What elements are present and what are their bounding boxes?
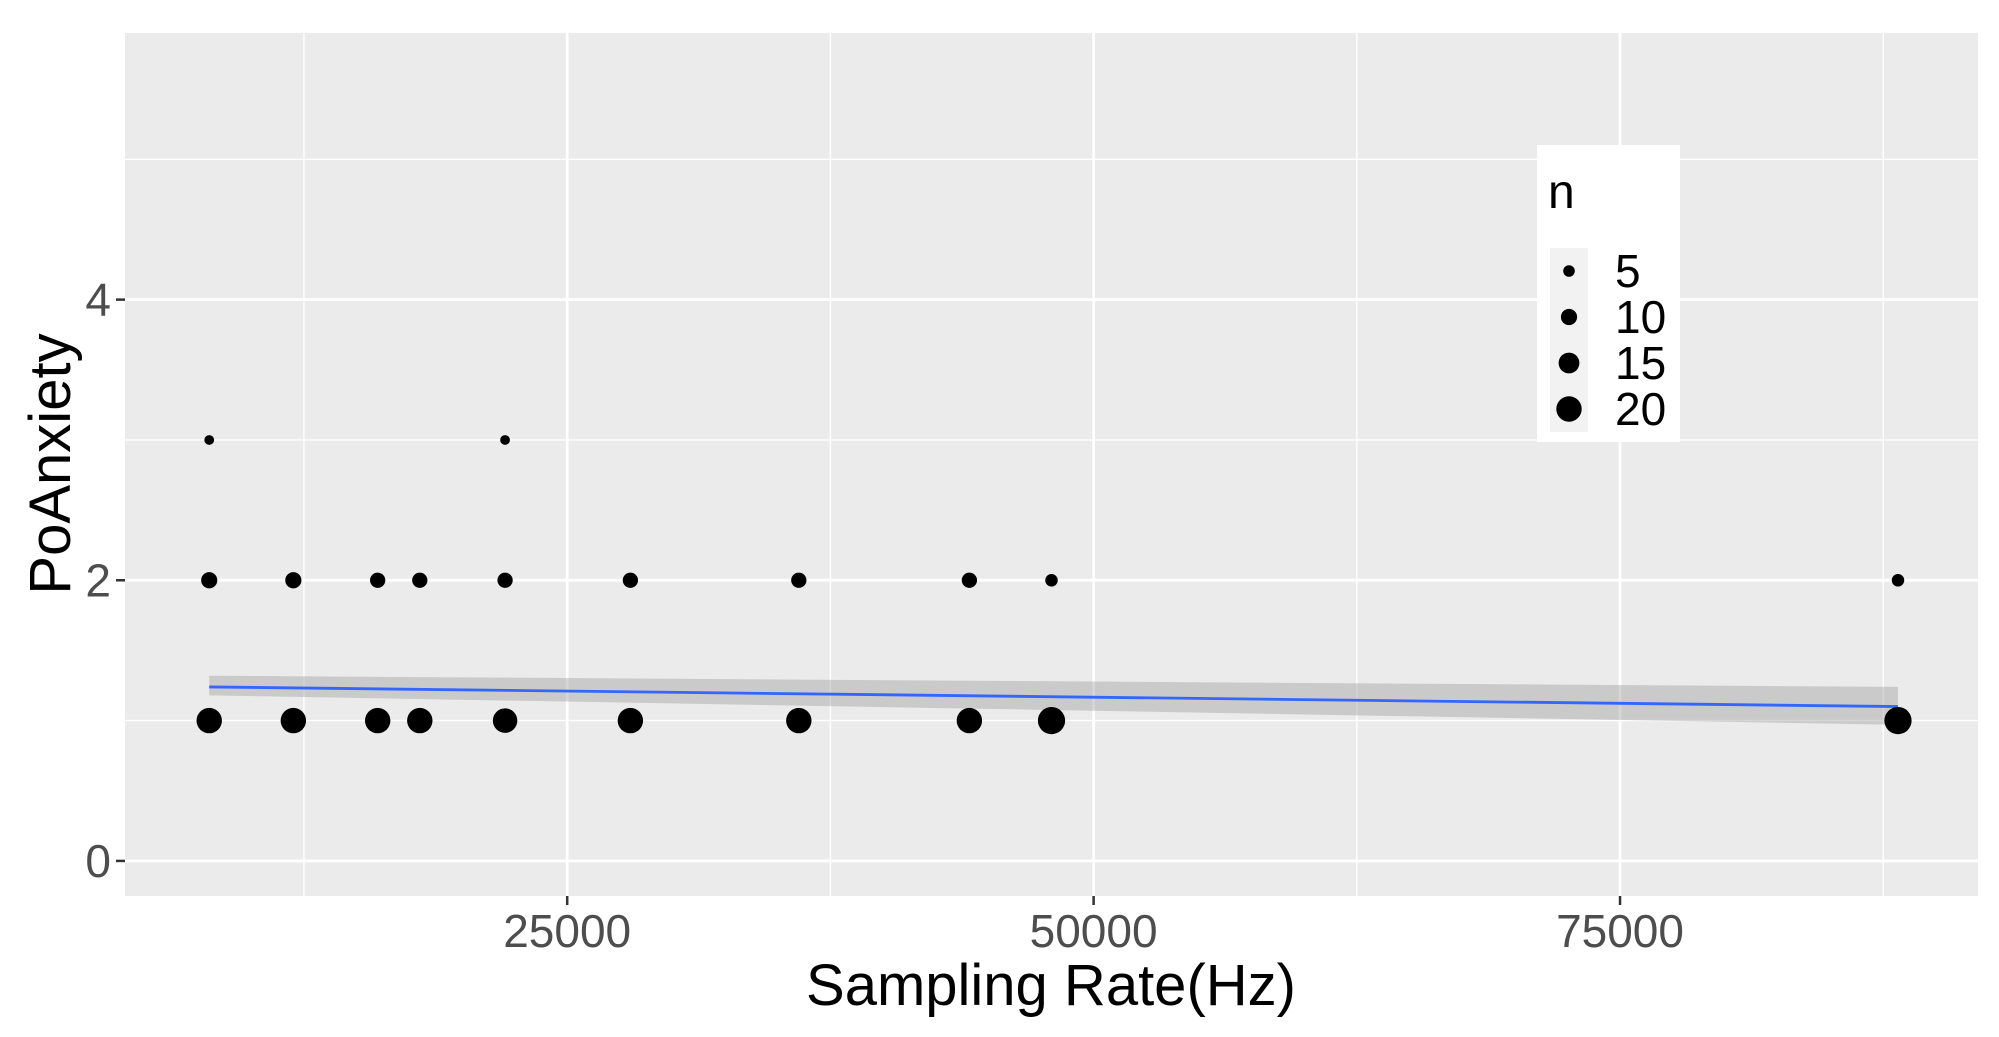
data-point xyxy=(412,573,427,588)
y-tick-label: 4 xyxy=(85,274,111,326)
legend-title: n xyxy=(1548,166,1575,219)
data-point xyxy=(1038,707,1065,734)
data-point xyxy=(957,708,982,733)
legend-key xyxy=(1561,309,1577,325)
x-axis-title: Sampling Rate(Hz) xyxy=(806,953,1296,1018)
legend-key xyxy=(1559,353,1580,374)
plot-panel xyxy=(125,33,1978,896)
y-axis: 0 2 4 xyxy=(85,274,125,887)
x-tick-label: 50000 xyxy=(1030,905,1158,957)
data-point xyxy=(365,708,390,733)
y-tick-label: 2 xyxy=(85,554,111,606)
legend-key xyxy=(1563,265,1575,277)
data-point xyxy=(1045,574,1058,587)
data-point xyxy=(493,708,517,732)
data-point xyxy=(500,435,510,445)
x-tick-label: 25000 xyxy=(503,905,631,957)
data-point xyxy=(1884,707,1911,734)
data-point xyxy=(204,435,214,445)
y-tick-label: 0 xyxy=(85,835,111,887)
data-point xyxy=(407,708,432,733)
legend-label: 20 xyxy=(1615,383,1666,435)
data-point xyxy=(497,573,512,588)
data-point xyxy=(281,708,306,733)
legend-label: 15 xyxy=(1615,337,1666,389)
legend-key xyxy=(1556,396,1581,421)
data-point xyxy=(285,572,301,588)
legend-label: 5 xyxy=(1615,245,1641,297)
y-axis-title: PoAnxiety xyxy=(18,333,83,594)
data-point xyxy=(197,708,222,733)
data-point xyxy=(791,573,806,588)
data-point xyxy=(1892,574,1905,587)
legend-label: 10 xyxy=(1615,291,1666,343)
data-point xyxy=(370,573,385,588)
data-point xyxy=(201,572,217,588)
x-axis: 25000 50000 75000 xyxy=(503,896,1684,957)
data-point xyxy=(786,708,811,733)
data-point xyxy=(623,573,638,588)
data-point xyxy=(618,708,643,733)
data-point xyxy=(962,573,977,588)
x-tick-label: 75000 xyxy=(1556,905,1684,957)
